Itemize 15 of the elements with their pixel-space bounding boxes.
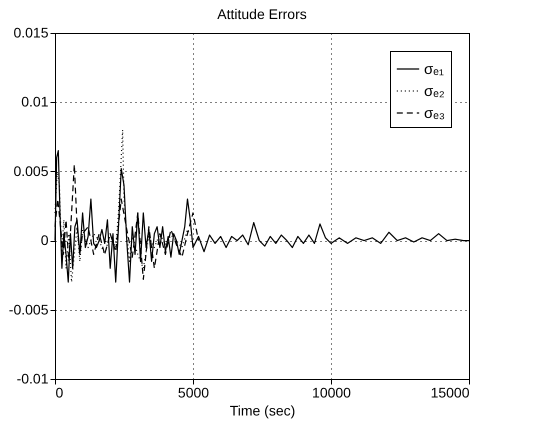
x-tick-label: 10000 [312,384,352,400]
y-tick-label: 0.01 [21,94,49,110]
y-tick-label: 0.005 [13,162,49,179]
y-tick-label: -0.01 [16,370,49,386]
x-tick-label: 5000 [178,384,210,400]
legend-label: σₑ₁ [424,61,444,78]
chart-title: Attitude Errors [217,6,307,22]
y-tick-label: 0 [40,232,49,248]
x-tick-label: 0 [56,384,64,400]
legend-label: σₑ₃ [424,105,445,122]
y-tick-label: 0.015 [13,24,49,40]
x-axis-title: Time (sec) [230,402,296,418]
legend-label: σₑ₂ [424,83,445,100]
y-tick-label: -0.005 [8,301,49,318]
x-tick-label: 15000 [430,384,470,400]
